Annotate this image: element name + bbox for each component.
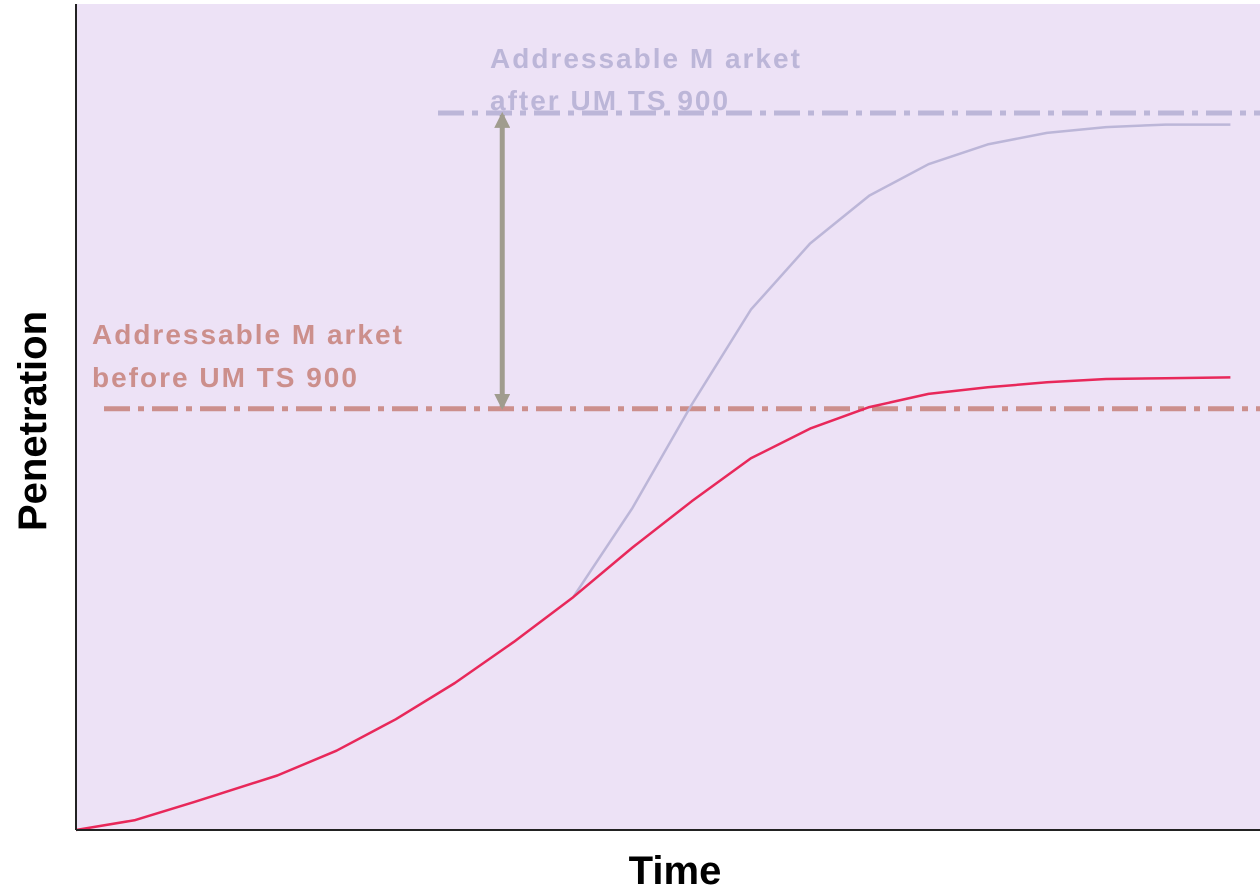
series-line-before: [75, 376, 1231, 832]
annotation-before-line1: Addressable M arket: [92, 319, 404, 350]
reference-lines: [104, 110, 1260, 412]
plot-background: [76, 4, 1260, 830]
x-axis-title: Time: [629, 849, 722, 891]
series-line-after: [572, 123, 1231, 598]
y-axis-title: Penetration: [11, 311, 55, 531]
annotation-after-line1: Addressable M arket: [490, 43, 802, 74]
annotation-after-umts: Addressable M arket after UM TS 900: [490, 43, 802, 116]
annotation-after-line2: after UM TS 900: [490, 85, 730, 116]
annotation-before-umts: Addressable M arket before UM TS 900: [92, 319, 404, 393]
series-layer: [75, 123, 1231, 832]
annotation-before-line2: before UM TS 900: [92, 362, 359, 393]
